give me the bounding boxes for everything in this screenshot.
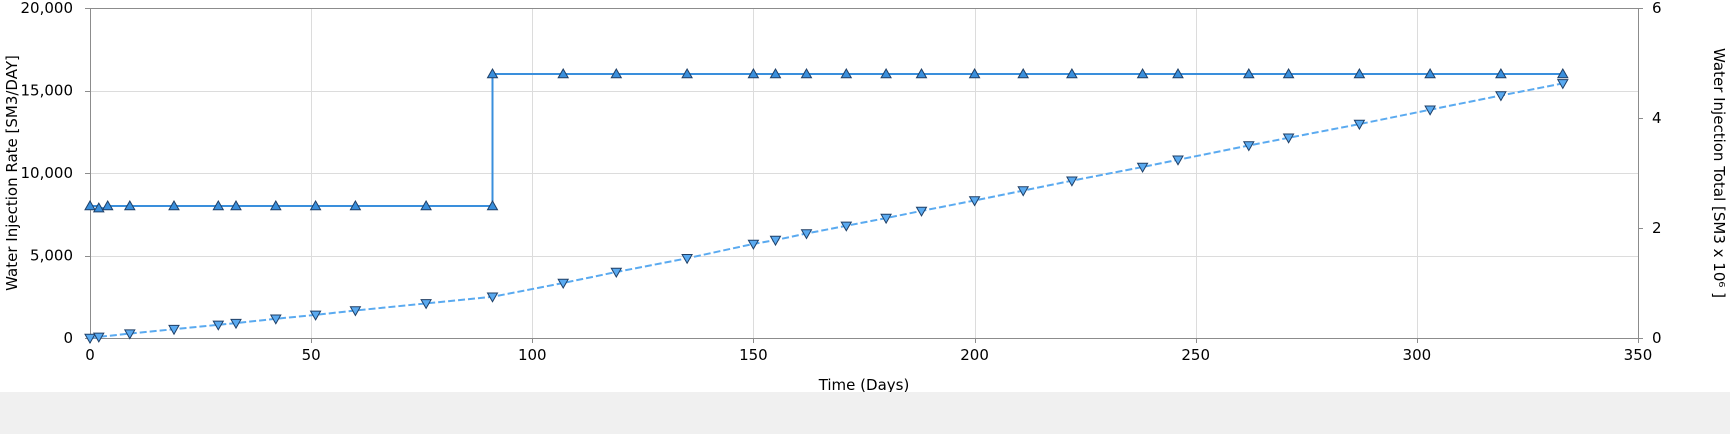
series-1-marker	[1066, 67, 1078, 79]
series-1-marker	[309, 199, 322, 211]
series-2-marker	[557, 278, 570, 290]
series-2-marker	[1282, 133, 1295, 144]
series-1-marker	[1242, 67, 1255, 79]
series-1-marker	[1017, 67, 1030, 79]
series-2-marker	[915, 206, 928, 217]
x-tick-label: 0	[85, 346, 95, 364]
series-1-marker	[212, 199, 225, 211]
y-right-tick-label: 2	[1652, 219, 1662, 237]
x-tick-label: 150	[739, 346, 768, 364]
series-1-marker	[1172, 67, 1184, 79]
grid-layer	[90, 8, 1638, 338]
series-2-marker	[610, 267, 623, 279]
series-1-marker	[968, 67, 981, 79]
series-1-marker	[92, 202, 105, 213]
series-1-marker	[269, 199, 282, 211]
series-2-marker	[1017, 186, 1030, 197]
series-1-marker	[486, 199, 499, 211]
series-line-1	[90, 73, 1563, 210]
series-2-marker	[1066, 176, 1078, 187]
series-2-marker	[1424, 105, 1436, 116]
series-1-marker	[486, 67, 499, 79]
series-2-marker	[420, 299, 432, 310]
series-2-marker	[230, 318, 242, 330]
series-1-marker	[1424, 67, 1436, 79]
series-2-marker	[968, 196, 981, 207]
series-2-marker	[1136, 162, 1149, 174]
series-1-marker	[1136, 67, 1149, 79]
series-line-2	[89, 82, 1563, 339]
series-2-marker	[269, 314, 282, 325]
series-1-marker	[769, 67, 782, 79]
series-1-marker	[420, 199, 432, 211]
series-2-marker	[212, 320, 225, 331]
series-1-marker	[1282, 67, 1295, 79]
series-2-marker	[309, 310, 322, 321]
series-1-marker	[1353, 67, 1366, 79]
series-1-marker	[84, 199, 96, 211]
series-2-marker	[1495, 91, 1507, 102]
series-1-marker	[1495, 67, 1507, 79]
series-2-marker	[123, 329, 136, 340]
series-1-marker	[230, 199, 242, 211]
series-2-marker	[1556, 79, 1569, 90]
series-2-marker	[840, 221, 853, 232]
series-2-marker	[800, 229, 813, 240]
series-1-marker	[610, 67, 623, 79]
series-1-marker	[800, 67, 813, 79]
series-1-marker	[168, 199, 180, 211]
series-2-marker	[769, 235, 782, 247]
y-left-tick-label: 10,000	[21, 164, 74, 182]
chart-area: 0 50 100 150 200 250 300 350 0 5,000 10,000 15,000 2…	[3, 0, 1728, 394]
y-left-tick-label: 20,000	[21, 0, 74, 17]
x-tick-label: 50	[302, 346, 321, 364]
x-tick-label: 250	[1181, 346, 1210, 364]
chart-svg: 0 50 100 150 200 250 300 35005,00010,00015,0002…	[3, 0, 1728, 394]
series-1-marker	[747, 67, 760, 79]
x-tick-label: 350	[1624, 346, 1653, 364]
series-2-marker	[681, 254, 693, 265]
series-1-marker	[123, 199, 136, 211]
x-tick-label: 100	[518, 346, 547, 364]
ticks-layer: 0 50 100 150 200 250 300 35005,00010,00015,0002…	[21, 0, 1662, 364]
series-2-marker	[349, 306, 362, 317]
x-tick-label: 200	[960, 346, 989, 364]
series-2-marker	[747, 239, 760, 250]
y-right-tick-label: 0	[1652, 329, 1662, 347]
series-layer	[84, 67, 1569, 345]
y-left-tick-label: 15,000	[21, 82, 74, 100]
y-right-tick-label: 6	[1652, 0, 1662, 17]
series-1-marker	[915, 67, 928, 79]
x-axis-title: Time (Days)	[818, 376, 910, 392]
series-2-marker	[1242, 141, 1255, 152]
series-1-marker	[557, 67, 570, 79]
plot-frame	[90, 8, 1639, 339]
y-left-tick-label: 5,000	[30, 247, 73, 265]
series-2-marker	[1353, 119, 1366, 131]
series-1-marker	[880, 67, 892, 79]
series-2-marker	[92, 332, 105, 343]
bottom-panel	[0, 392, 1730, 434]
series-1-marker	[101, 199, 114, 211]
series-2-marker	[168, 324, 180, 336]
series-2-marker	[880, 213, 892, 225]
series-1-marker	[349, 199, 362, 211]
series-2-marker	[84, 333, 96, 345]
series-2-marker	[1172, 155, 1184, 166]
x-tick-label: 300	[1403, 346, 1432, 364]
y-right-tick-label: 4	[1652, 109, 1662, 127]
y-left-axis-title: Water Injection Rate [SM3/DAY]	[3, 55, 21, 291]
y-left-tick-label: 0	[63, 329, 73, 347]
series-1-marker	[681, 67, 693, 79]
series-1-marker	[1556, 67, 1569, 79]
series-2-marker	[486, 292, 499, 303]
series-1-marker	[840, 67, 853, 79]
y-right-axis-title: Water Injection Total [SM3 x 10⁶ ]	[1710, 48, 1728, 298]
